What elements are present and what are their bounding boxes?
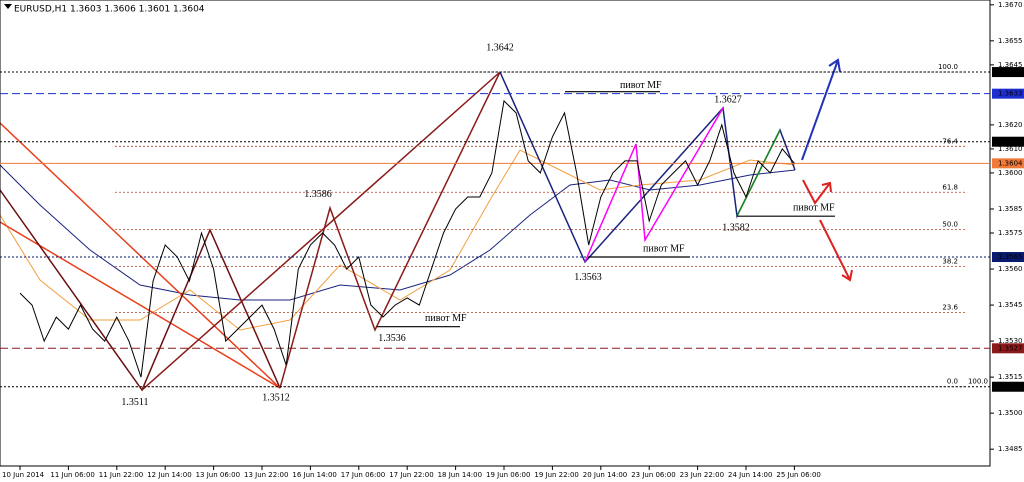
x-tick-label: 20 Jun 14:00: [583, 471, 627, 479]
x-tick-label: 23 Jun 22:00: [680, 471, 724, 479]
level-label: 1.3527: [998, 344, 1023, 352]
level-label: 1.3633: [998, 90, 1023, 98]
ma-fast: [0, 149, 796, 331]
fib-label: 50.0: [942, 220, 958, 228]
y-tick-label: 1.3515: [998, 373, 1023, 381]
pattern-line: [736, 129, 781, 217]
fib-label: 61.8: [942, 183, 958, 191]
x-tick-label: 19 Jun 22:00: [534, 471, 578, 479]
pivot-mf-label: пивот MF: [643, 243, 685, 254]
arrow-head: [828, 58, 841, 73]
pivot-mf-label: пивот MF: [425, 313, 467, 324]
patterns: [0, 71, 796, 392]
y-tick-label: 1.3610: [998, 145, 1023, 153]
x-tick-label: 12 Jun 14:00: [147, 471, 191, 479]
x-tick-label: 13 Jun 06:00: [196, 471, 240, 479]
level-label: 1.3565: [998, 253, 1023, 261]
x-tick-label: 17 Jun 06:00: [341, 471, 385, 479]
y-tick-label: 1.3655: [998, 37, 1023, 45]
y-tick-label: 1.3485: [998, 445, 1023, 453]
level-box: [992, 343, 1024, 354]
y-tick-label: 1.3600: [998, 169, 1023, 177]
level-label: 1.3511: [998, 383, 1023, 391]
x-tick-label: 17 Jun 22:00: [389, 471, 433, 479]
forecast-arrows: [801, 58, 853, 282]
fib-label: 76.4: [942, 137, 958, 145]
ma-slow: [0, 164, 796, 301]
pivot-label: 1.3642: [486, 42, 514, 53]
pattern-line: [499, 71, 796, 264]
pivot-label: 1.3582: [722, 222, 750, 233]
level-box: [992, 381, 1024, 392]
level-box: [992, 88, 1024, 99]
x-tick-label: 23 Jun 06:00: [631, 471, 675, 479]
x-tick-label: 25 Jun 06:00: [776, 471, 820, 479]
x-tick-label: 18 Jun 14:00: [438, 471, 482, 479]
fib-label: 23.6: [942, 303, 958, 311]
arrow-down: [819, 219, 851, 281]
y-tick-label: 1.3645: [998, 61, 1023, 69]
level-label: 1.3642: [998, 68, 1023, 76]
pivot-mf-label: пивот MF: [620, 80, 662, 91]
y-tick-label: 1.3545: [998, 301, 1023, 309]
x-tick-label: 11 Jun 06:00: [50, 471, 94, 479]
y-tick-label: 1.3670: [998, 1, 1023, 9]
pivot-label: 1.3627: [714, 94, 742, 105]
pattern-line: [0, 189, 281, 392]
y-tick-label: 1.3530: [998, 337, 1023, 345]
y-tick-label: 1.3500: [998, 409, 1023, 417]
pivot-label: 1.3512: [262, 393, 290, 404]
fib-label: 0.0: [947, 378, 958, 386]
menu-icon: [4, 4, 12, 9]
chart-title: EURUSD,H1 1.3603 1.3606 1.3601 1.3604: [14, 5, 205, 15]
fib-label: 38.2: [942, 258, 958, 266]
pattern-line: [0, 221, 281, 389]
level-box: [992, 67, 1024, 78]
level-box: [992, 136, 1024, 147]
y-tick-label: 1.3585: [998, 205, 1023, 213]
fib-label: 100.0: [938, 63, 958, 71]
level-label: 1.3613: [998, 138, 1023, 146]
pivot-label: 1.3563: [574, 272, 602, 283]
y-tick-label: 1.3560: [998, 265, 1023, 273]
arrow-head: [821, 181, 832, 193]
y-tick-label: 1.3575: [998, 229, 1023, 237]
x-tick-label: 24 Jun 14:00: [728, 471, 772, 479]
x-tick-label: 11 Jun 22:00: [99, 471, 143, 479]
moving-averages: [0, 149, 796, 331]
fib-label: 100.0: [968, 378, 988, 386]
pivot-label: 1.3511: [121, 397, 148, 408]
pivot-mf-label: пивот MF: [793, 202, 835, 213]
price-line: [19, 99, 795, 378]
pivot-label: 1.3536: [378, 333, 406, 344]
pattern-line: [279, 71, 501, 389]
x-tick-label: 19 Jun 06:00: [486, 471, 530, 479]
pattern-line: [0, 122, 281, 389]
pivot-label: 1.3586: [304, 189, 332, 200]
arrow-up: [801, 59, 839, 161]
level-label: 1.3604: [998, 159, 1023, 167]
x-tick-label: 13 Jun 22:00: [244, 471, 288, 479]
pattern-line: [141, 71, 501, 391]
level-box: [992, 252, 1024, 263]
y-tick-label: 1.3620: [998, 121, 1023, 129]
arrow-head: [841, 269, 853, 282]
level-box: [992, 158, 1024, 169]
x-tick-label: 10 Jun 2014: [2, 471, 45, 479]
arrow-turn: [802, 179, 831, 205]
x-tick-label: 16 Jun 14:00: [292, 471, 336, 479]
